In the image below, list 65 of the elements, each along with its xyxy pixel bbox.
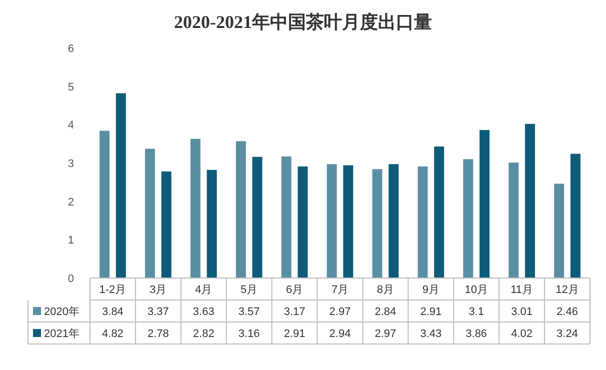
x-tick-label: 1-2月 (99, 284, 126, 296)
bar (145, 148, 155, 278)
y-tick-label: 2 (68, 196, 74, 208)
y-tick-label: 6 (68, 43, 74, 55)
bar (570, 154, 580, 278)
data-label: 3.01 (511, 306, 533, 318)
data-label: 3.86 (466, 328, 488, 340)
data-label: 2.82 (192, 328, 214, 340)
x-tick-label: 10月 (464, 284, 488, 296)
data-label: 2.78 (147, 328, 169, 340)
y-tick-label: 4 (68, 120, 74, 132)
data-label: 4.02 (511, 328, 533, 340)
bar (236, 141, 246, 278)
data-label: 2.91 (420, 306, 442, 318)
bar (281, 156, 292, 278)
bar (298, 166, 308, 278)
data-label: 3.43 (420, 328, 442, 340)
bar (161, 171, 172, 278)
bar (463, 159, 474, 278)
data-label: 3.63 (192, 306, 214, 318)
data-label: 2.46 (556, 306, 578, 318)
data-label: 3.16 (238, 328, 260, 340)
data-label: 3.1 (468, 306, 484, 318)
bar (508, 162, 519, 278)
bar (100, 130, 110, 278)
x-tick-label: 3月 (150, 284, 167, 296)
y-tick-label: 5 (68, 81, 74, 94)
x-tick-label: 9月 (422, 284, 440, 296)
bar (434, 146, 444, 278)
data-label: 2.84 (374, 306, 396, 318)
y-tick-label: 1 (68, 234, 74, 247)
data-label: 4.82 (102, 328, 124, 340)
x-tick-label: 8月 (376, 284, 394, 296)
data-label: 3.17 (284, 306, 306, 318)
x-tick-label: 11月 (510, 284, 534, 296)
x-tick-label: 7月 (331, 284, 349, 296)
legend-label: 2021年 (44, 328, 80, 340)
bar (480, 130, 490, 278)
bar (343, 165, 354, 278)
x-tick-label: 12月 (556, 284, 579, 296)
data-label: 3.84 (102, 306, 124, 318)
bar (525, 124, 535, 278)
bar (190, 138, 200, 278)
bar (252, 156, 262, 278)
data-label: 3.57 (238, 306, 260, 318)
bar (388, 164, 399, 278)
legend-label: 2020年 (44, 306, 80, 318)
data-label: 2.91 (284, 328, 306, 340)
bar (418, 166, 428, 278)
y-tick-label: 0 (68, 273, 74, 285)
y-tick-label: 3 (68, 158, 74, 170)
data-label: 3.37 (147, 306, 169, 318)
bar (554, 184, 564, 278)
data-label: 3.24 (556, 328, 578, 340)
chart-title: 2020-2021年中国茶叶月度出口量 (174, 12, 432, 32)
x-tick-label: 6月 (286, 284, 304, 296)
x-tick-label: 5月 (240, 284, 258, 296)
bar (372, 169, 382, 278)
data-label: 2.97 (329, 306, 351, 318)
x-tick-label: 4月 (195, 284, 212, 296)
data-label: 2.94 (329, 328, 351, 340)
bar (326, 164, 337, 278)
bar (206, 170, 217, 278)
bar (116, 93, 126, 278)
data-label: 2.97 (374, 328, 396, 340)
